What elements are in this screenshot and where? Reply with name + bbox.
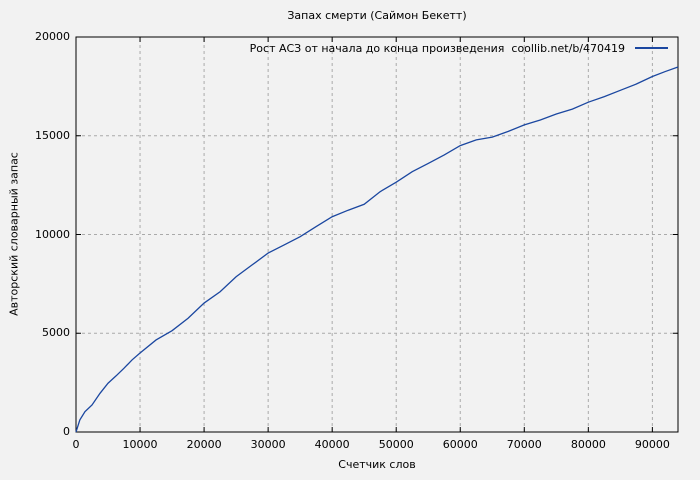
x-axis-label: Счетчик слов: [338, 458, 416, 471]
x-tick-label: 10000: [122, 438, 158, 451]
chart-title: Запах смерти (Саймон Бекетт): [287, 9, 467, 22]
legend-line-sample: [635, 47, 668, 49]
y-tick-label: 20000: [35, 30, 70, 43]
y-tick-label: 15000: [35, 128, 70, 142]
x-tick-label: 80000: [570, 438, 606, 451]
x-tick-label: 50000: [378, 438, 414, 451]
y-tick-label: 5000: [42, 326, 70, 340]
x-tick-label: 0: [72, 438, 80, 451]
y-tick-label: 10000: [35, 227, 70, 241]
x-tick-label: 40000: [314, 438, 350, 451]
legend: Рост АСЗ от начала до конца произведения…: [250, 41, 668, 55]
x-tick-label: 30000: [250, 438, 286, 451]
x-tick-label: 60000: [442, 438, 478, 451]
x-tick-label: 20000: [186, 438, 222, 451]
x-tick-label: 90000: [634, 438, 670, 451]
y-tick-label: 0: [63, 425, 70, 438]
x-tick-label: 70000: [506, 438, 542, 451]
legend-label: Рост АСЗ от начала до конца произведения…: [249, 41, 625, 55]
series-line: [75, 66, 679, 433]
